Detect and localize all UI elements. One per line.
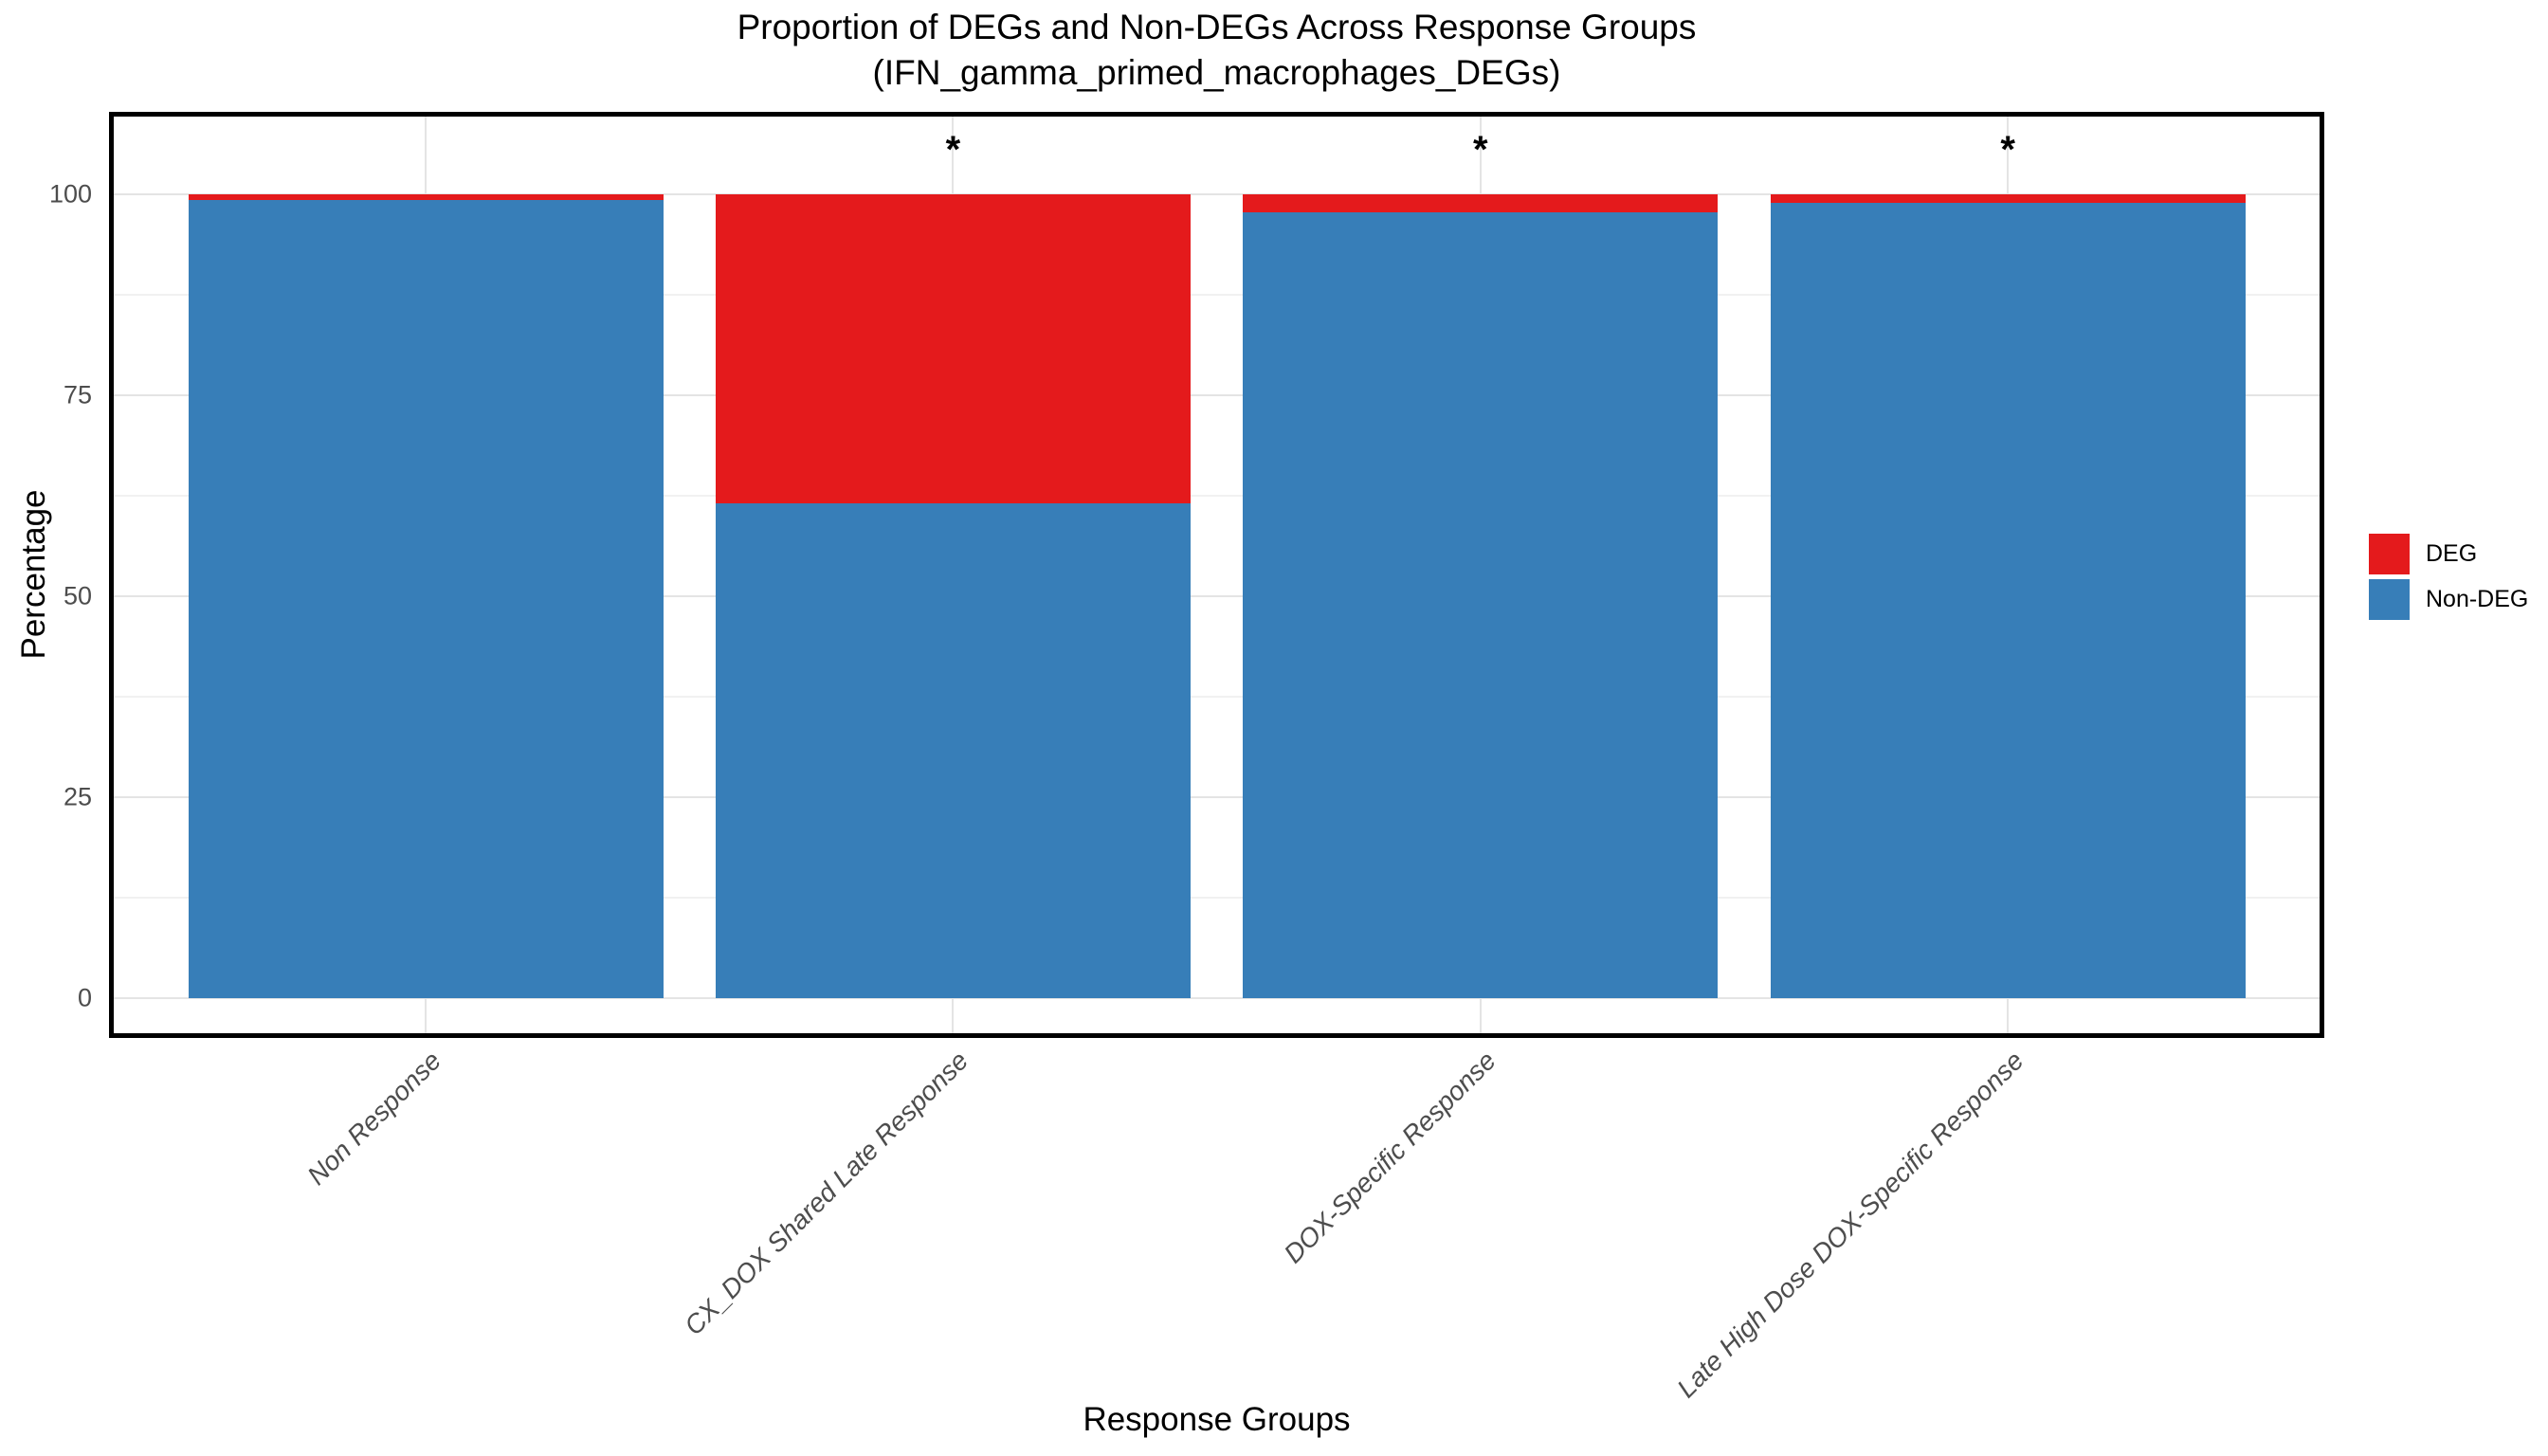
bar-segment-deg xyxy=(1243,194,1719,212)
legend: DEG Non-DEG xyxy=(2369,534,2528,625)
legend-key-swatch xyxy=(2369,579,2410,620)
y-gridline-minor xyxy=(114,897,2320,899)
plot-area: * * * xyxy=(114,117,2320,1033)
y-tick-label: 25 xyxy=(63,782,92,811)
x-axis-title: Response Groups xyxy=(1083,1401,1351,1438)
y-gridline-minor xyxy=(114,495,2320,497)
plot-panel: * * * xyxy=(109,112,2324,1038)
bar-segment-non-deg xyxy=(715,502,1191,998)
y-gridline-major xyxy=(114,997,2320,999)
x-tick-label: Late High Dose DOX-Specific Response xyxy=(1670,1046,2029,1404)
legend-item-non-deg: Non-DEG xyxy=(2369,579,2528,620)
y-gridline-minor xyxy=(114,696,2320,698)
significance-star: * xyxy=(945,129,961,171)
legend-item-label: Non-DEG xyxy=(2426,586,2529,612)
x-tick-label: DOX-Specific Response xyxy=(1278,1046,1502,1269)
y-gridline-minor xyxy=(114,294,2320,296)
bar-segment-non-deg xyxy=(1243,211,1719,998)
x-tick-label: Non Response xyxy=(301,1046,446,1191)
y-gridline-major xyxy=(114,595,2320,597)
bar-segment-deg xyxy=(715,194,1191,503)
y-tick-label: 50 xyxy=(63,581,92,610)
legend-item-deg: DEG xyxy=(2369,534,2528,574)
bar-segment-non-deg xyxy=(1770,203,2246,998)
y-tick-label: 100 xyxy=(48,179,92,209)
y-gridline-major xyxy=(114,796,2320,798)
significance-star: * xyxy=(1473,129,1488,171)
y-tick-label: 75 xyxy=(63,380,92,410)
significance-star: * xyxy=(2000,129,2015,171)
chart-title-line1: Proportion of DEGs and Non-DEGs Across R… xyxy=(737,8,1697,46)
chart-title-line2: (IFN_gamma_primed_macrophages_DEGs) xyxy=(872,53,1561,92)
y-tick-label: 0 xyxy=(77,983,92,1012)
bar-segment-deg xyxy=(188,194,664,200)
legend-item-label: DEG xyxy=(2426,540,2478,567)
legend-key-swatch xyxy=(2369,534,2410,574)
y-axis-title: Percentage xyxy=(15,489,52,660)
y-gridline-major xyxy=(114,394,2320,396)
y-gridline-major xyxy=(114,193,2320,195)
chart-title: Proportion of DEGs and Non-DEGs Across R… xyxy=(109,5,2324,96)
bar-segment-non-deg xyxy=(188,199,664,998)
bar-segment-deg xyxy=(1770,194,2246,204)
x-tick-label: CX_DOX Shared Late Response xyxy=(678,1046,974,1341)
